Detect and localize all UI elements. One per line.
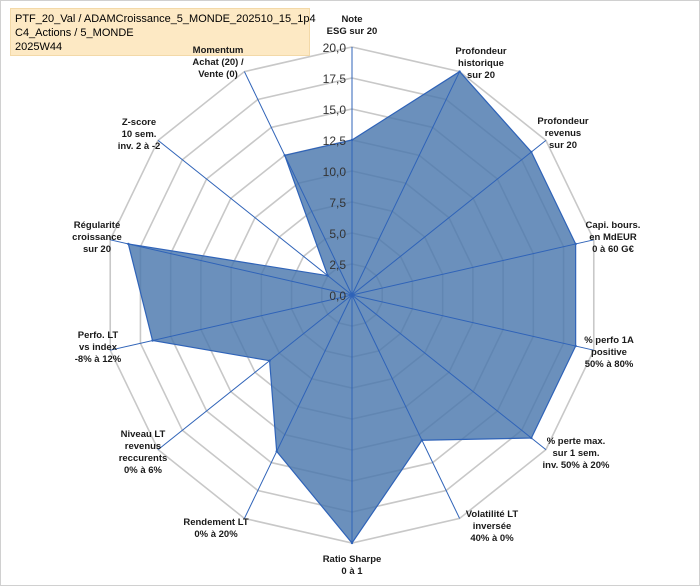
axis-category-label: inv. 2 à -2 <box>118 141 161 152</box>
radial-tick-label: 10,0 <box>323 165 347 179</box>
data-point <box>530 150 533 154</box>
axis-category-label: % perte max. <box>547 436 606 447</box>
axis-category-label: sur 20 <box>83 244 111 255</box>
axis-category-label: Capi. bours. <box>586 220 641 231</box>
axis-category-label: ESG sur 20 <box>327 26 378 37</box>
axis-category-label: reccurents <box>119 453 168 464</box>
radial-tick-label: 20,0 <box>323 41 347 55</box>
spoke-line <box>351 239 594 296</box>
axis-category-label: Profondeur <box>455 46 506 57</box>
data-point <box>574 344 577 348</box>
spoke-line <box>351 139 547 296</box>
data-point <box>458 70 461 73</box>
data-point <box>326 274 329 277</box>
axis-category-label: Ratio Sharpe <box>323 554 382 565</box>
axis-category-label: Note <box>341 14 362 25</box>
axis-category-label: 50% à 80% <box>585 359 634 370</box>
axis-category-label: 0 à 1 <box>341 566 363 577</box>
radial-tick-label: 2,5 <box>329 258 346 272</box>
axis-category-label: sur 20 <box>467 70 495 81</box>
axis-category-label: 10 sem. <box>122 129 157 140</box>
spoke-line <box>351 294 461 519</box>
spoke-line <box>351 294 594 351</box>
axis-category-label: 0 à 60 G€ <box>592 244 634 255</box>
radial-tick-label: 15,0 <box>323 103 347 117</box>
header-line-3: 2025W44 <box>15 41 63 53</box>
radial-tick-label: 5,0 <box>329 227 346 241</box>
data-point <box>151 339 154 342</box>
spoke-line <box>351 71 461 296</box>
header-line-2: C4_Actions / 5_MONDE <box>15 27 134 39</box>
data-point <box>275 450 278 453</box>
axis-category-label: Momentum <box>193 45 244 56</box>
radial-tick-label: 0,0 <box>329 289 346 303</box>
spoke-line <box>243 71 353 296</box>
chart-header: PTF_20_Val / ADAMCroissance_5_MONDE_2025… <box>10 8 316 56</box>
data-point <box>350 541 354 545</box>
axis-category-label: revenus <box>125 441 161 452</box>
axis-category-label: sur 20 <box>549 140 577 151</box>
radial-tick-label: 7,5 <box>329 196 346 210</box>
data-point <box>530 436 533 440</box>
axis-category-label: Niveau LT <box>121 429 166 440</box>
axis-category-label: inversée <box>473 521 512 532</box>
spoke-line <box>110 239 353 296</box>
axis-category-label: positive <box>591 347 627 358</box>
axis-category-label: Z-score <box>122 117 156 128</box>
data-point <box>350 138 354 142</box>
radial-tick-label: 12,5 <box>323 134 347 148</box>
spoke-line <box>110 294 353 351</box>
axis-category-label: Perfo. LT <box>78 330 119 341</box>
axis-category-label: 0% à 20% <box>194 529 238 540</box>
spoke-line <box>157 139 353 296</box>
axis-category-label: vs index <box>79 342 118 353</box>
axis-category-label: % perfo 1A <box>584 335 634 346</box>
axis-category-label: 0% à 6% <box>124 465 163 476</box>
spoke-line <box>243 294 353 519</box>
data-point <box>268 359 271 362</box>
axis-category-label: croissance <box>72 232 122 243</box>
radial-tick-label: 17,5 <box>323 72 347 86</box>
data-point <box>574 242 577 246</box>
header-line-1: PTF_20_Val / ADAMCroissance_5_MONDE_2025… <box>15 13 316 25</box>
axis-category-label: en MdEUR <box>589 232 637 243</box>
axis-category-label: Vente (0) <box>198 69 238 80</box>
axis-category-label: Profondeur <box>537 116 588 127</box>
data-point <box>420 439 424 442</box>
axis-category-label: -8% à 12% <box>75 354 122 365</box>
axis-category-label: Régularité <box>74 220 120 231</box>
spoke-line <box>351 294 547 451</box>
axis-category-label: inv. 50% à 20% <box>543 460 610 471</box>
axis-category-label: 40% à 0% <box>470 533 514 544</box>
axis-category-label: Achat (20) / <box>192 57 244 68</box>
spoke-line <box>157 294 353 451</box>
axis-category-label: sur 1 sem. <box>553 448 600 459</box>
axis-category-label: historique <box>458 58 504 69</box>
data-point <box>283 154 286 157</box>
axis-category-label: Volatilité LT <box>466 509 519 520</box>
data-point <box>127 242 130 246</box>
axis-category-label: Rendement LT <box>183 517 248 528</box>
axis-category-label: revenus <box>545 128 581 139</box>
